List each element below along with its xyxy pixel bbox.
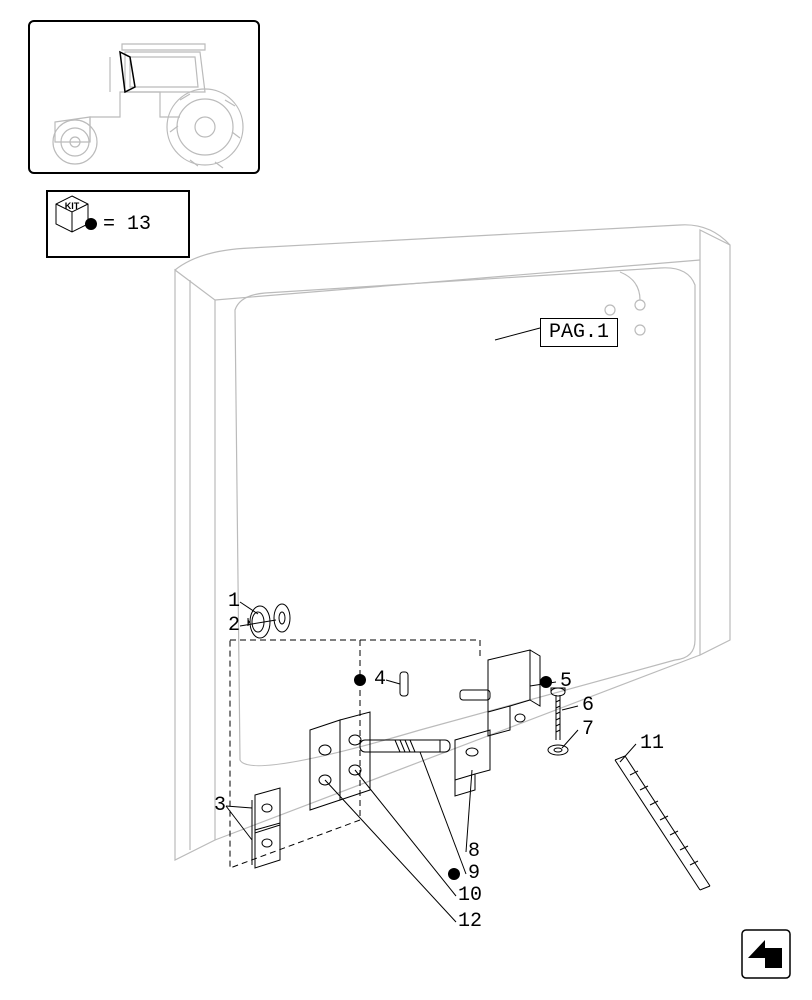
callout-7: 7 — [582, 718, 594, 741]
callout-1: 1 — [228, 590, 240, 613]
marker-dot — [448, 868, 460, 880]
callout-2: 2 — [228, 614, 240, 637]
callout-6: 6 — [582, 694, 594, 717]
page-ref-box: PAG.1 — [540, 318, 618, 347]
callout-4: 4 — [374, 668, 386, 691]
callout-3: 3 — [214, 794, 226, 817]
diagram-container: KIT = 13 — [0, 0, 812, 1000]
callout-12: 12 — [458, 910, 482, 933]
main-diagram — [0, 0, 812, 1000]
callout-8: 8 — [468, 840, 480, 863]
callout-5: 5 — [560, 670, 572, 693]
page-ref-label: PAG.1 — [549, 321, 609, 344]
callout-11: 11 — [640, 732, 664, 755]
marker-dot — [354, 674, 366, 686]
callout-10: 10 — [458, 884, 482, 907]
next-page-icon[interactable] — [740, 928, 792, 980]
callout-9: 9 — [468, 862, 480, 885]
marker-dot — [540, 676, 552, 688]
